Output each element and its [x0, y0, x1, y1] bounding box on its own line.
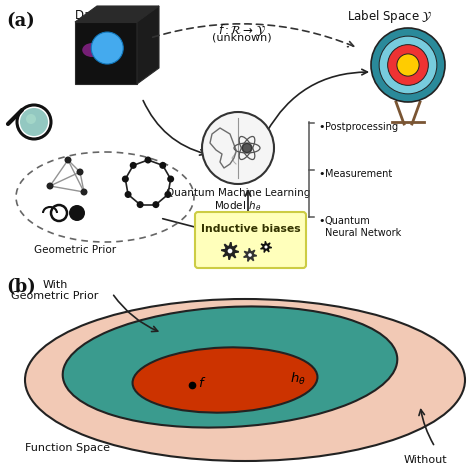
Circle shape	[167, 175, 174, 182]
Ellipse shape	[25, 299, 465, 461]
Circle shape	[264, 246, 267, 249]
Circle shape	[228, 249, 232, 253]
Circle shape	[51, 205, 67, 221]
Circle shape	[130, 162, 137, 169]
Circle shape	[125, 191, 132, 198]
Text: Postprocessing: Postprocessing	[325, 122, 398, 132]
Text: $f: \mathcal{R} \rightarrow \mathcal{Y}$: $f: \mathcal{R} \rightarrow \mathcal{Y}$	[218, 22, 266, 38]
Text: Geometric Prior: Geometric Prior	[11, 291, 99, 301]
Polygon shape	[243, 248, 257, 262]
Text: •: •	[318, 122, 325, 132]
Circle shape	[152, 201, 159, 208]
Text: Function Space: Function Space	[25, 443, 110, 453]
Text: (a): (a)	[6, 12, 35, 30]
Circle shape	[64, 157, 72, 164]
Text: Inductive biases: Inductive biases	[201, 224, 301, 234]
FancyBboxPatch shape	[195, 212, 306, 268]
Circle shape	[76, 168, 83, 175]
Text: $h_{\theta}$: $h_{\theta}$	[290, 371, 306, 387]
Ellipse shape	[133, 347, 318, 412]
Circle shape	[137, 201, 144, 208]
Polygon shape	[75, 22, 137, 84]
Circle shape	[248, 253, 252, 257]
Circle shape	[379, 36, 437, 94]
Circle shape	[243, 144, 252, 153]
Circle shape	[91, 32, 123, 64]
Circle shape	[145, 157, 152, 164]
Circle shape	[20, 108, 48, 136]
Circle shape	[81, 188, 88, 195]
Circle shape	[388, 45, 428, 86]
Polygon shape	[75, 6, 159, 22]
Text: •: •	[318, 169, 325, 179]
Text: (b): (b)	[6, 278, 36, 296]
Text: Data Space $\mathcal{R}$: Data Space $\mathcal{R}$	[73, 8, 156, 24]
Text: $f$: $f$	[198, 376, 206, 390]
Polygon shape	[221, 242, 239, 260]
Ellipse shape	[82, 43, 102, 57]
Circle shape	[202, 112, 274, 184]
Text: Model $h_{\theta}$: Model $h_{\theta}$	[214, 199, 262, 213]
Text: Geometric Prior: Geometric Prior	[34, 245, 116, 255]
Text: Measurement: Measurement	[325, 169, 392, 179]
Ellipse shape	[63, 306, 397, 427]
Circle shape	[69, 205, 85, 221]
Circle shape	[371, 28, 445, 102]
Text: Quantum
Neural Network: Quantum Neural Network	[325, 216, 401, 238]
Circle shape	[164, 191, 172, 198]
Text: •: •	[318, 216, 325, 226]
Circle shape	[26, 114, 36, 124]
Circle shape	[159, 162, 166, 169]
Circle shape	[397, 54, 419, 76]
Text: Label Space $\mathcal{Y}$: Label Space $\mathcal{Y}$	[347, 8, 433, 25]
Circle shape	[46, 182, 54, 190]
Polygon shape	[260, 241, 272, 253]
Polygon shape	[137, 6, 159, 84]
Text: (unknown): (unknown)	[212, 33, 272, 43]
Text: Quantum Machine Learning: Quantum Machine Learning	[166, 188, 310, 198]
Text: Without: Without	[403, 455, 447, 465]
Circle shape	[122, 175, 129, 182]
Text: With: With	[42, 280, 68, 290]
